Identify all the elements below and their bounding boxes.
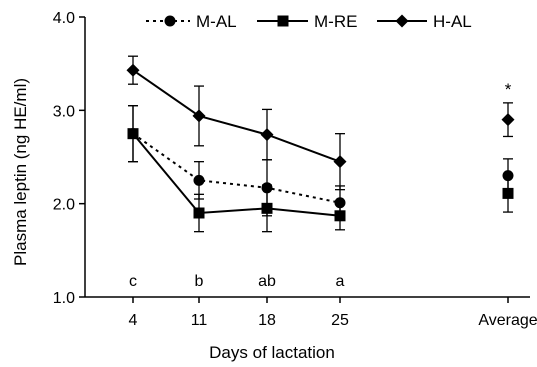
legend-label: M-RE [314,12,357,31]
y-tick-label: 3.0 [53,103,75,120]
legend-label: M-AL [196,12,237,31]
x-tick-label: 4 [129,312,138,329]
legend-marker [395,14,409,28]
data-point [126,63,140,77]
data-point [193,174,205,186]
data-series [126,55,515,233]
legend: M-AL M-RE H-AL [146,12,472,31]
significance-letter: c [129,273,137,290]
data-point [192,109,206,123]
legend-marker [164,15,176,27]
data-point [261,202,273,214]
y-tick-label: 1.0 [53,290,75,307]
data-point [334,210,346,222]
x-tick-label: 11 [191,312,208,329]
legend-item-h-al: H-AL [377,12,472,31]
series-m-al [127,105,514,221]
y-axis-label: Plasma leptin (ng HE/ml) [11,78,30,266]
x-axis-label: Days of lactation [209,343,335,362]
series-line [132,132,341,204]
y-tick-label: 2.0 [53,197,75,214]
series-line [132,133,341,217]
x-tick-label: 25 [331,312,349,329]
y-tick-label: 4.0 [53,10,75,27]
data-point [333,155,347,169]
series-h-al [126,55,515,191]
x-tick-label: 18 [258,312,276,329]
significance-star: * [505,80,512,99]
average-point [501,113,515,127]
significance-letter: b [195,273,204,290]
legend-item-m-al: M-AL [146,12,237,31]
x-tick-label: Average [478,312,537,329]
average-point [502,187,514,199]
tick-labels: 1.0 2.0 3.0 4.0 4 11 18 25 Average [53,10,537,329]
legend-marker [277,15,289,27]
significance-letter: a [336,273,345,290]
series-m-re [127,105,514,233]
data-point [260,128,274,142]
data-point [193,207,205,219]
significance-letters: c b ab a * [129,80,512,290]
series-line [132,69,341,163]
legend-item-m-re: M-RE [257,12,357,31]
legend-label: H-AL [433,12,472,31]
data-point [127,128,139,140]
axes [79,16,530,303]
significance-letter: ab [258,273,276,290]
